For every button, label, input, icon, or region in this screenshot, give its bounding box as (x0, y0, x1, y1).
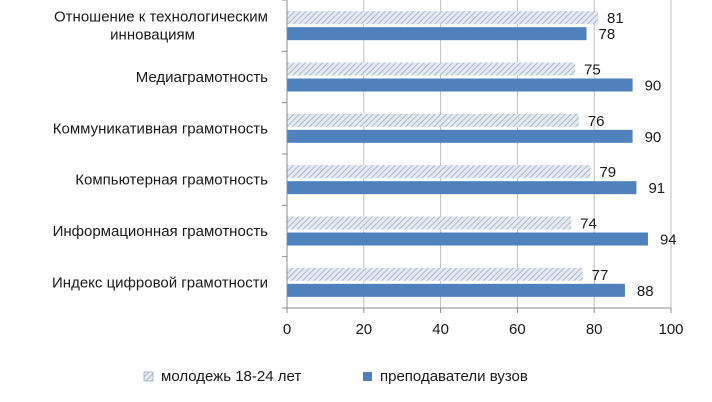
value-label-youth: 75 (584, 62, 601, 79)
bar-youth (287, 62, 575, 76)
category-label-line: Компьютерная грамотность (75, 172, 268, 189)
value-label-teachers: 88 (637, 283, 654, 300)
value-label-teachers: 78 (599, 26, 616, 43)
value-label-teachers: 94 (660, 232, 677, 249)
category-label: Медиаграмотность (136, 69, 268, 86)
bar-youth (287, 267, 583, 281)
x-tick-label: 40 (432, 321, 449, 338)
value-label-teachers: 90 (645, 78, 662, 95)
category-label-line: инновациям (110, 27, 195, 44)
category-label: Отношение к технологическим инновациям (54, 9, 268, 44)
value-label-youth: 81 (607, 10, 624, 27)
category-label-line: Индекс цифровой грамотности (52, 274, 268, 291)
bars (287, 11, 648, 297)
bar-teachers (287, 181, 637, 195)
category-label-line: Коммуникативная грамотность (53, 120, 268, 137)
bar-youth (287, 165, 591, 179)
value-label-teachers: 90 (645, 129, 662, 146)
x-tick-label: 60 (509, 321, 526, 338)
bar-teachers (287, 283, 625, 297)
value-label-teachers: 91 (648, 180, 665, 197)
value-label-youth: 74 (580, 216, 597, 233)
axes: 0 20 40 60 80 100 (282, 0, 684, 338)
x-tick-label: 100 (658, 321, 683, 338)
legend-swatch-teachers (363, 372, 372, 381)
category-label: Компьютерная грамотность (75, 172, 268, 189)
category-label: Индекс цифровой грамотности (52, 274, 268, 291)
category-labels: Отношение к технологическим инновациям Мед… (52, 9, 268, 292)
value-label-youth: 79 (599, 164, 616, 181)
bar-teachers (287, 78, 633, 92)
category-label-line: Медиаграмотность (136, 69, 268, 86)
bar-youth (287, 11, 599, 25)
legend-swatch-youth (143, 371, 154, 382)
x-tick-label: 0 (283, 321, 291, 338)
bar-teachers (287, 232, 648, 246)
value-label-youth: 77 (592, 267, 609, 284)
bar-teachers (287, 129, 633, 143)
x-tick-label: 80 (586, 321, 603, 338)
bar-youth (287, 113, 579, 127)
category-label: Коммуникативная грамотность (53, 120, 268, 137)
bar-teachers (287, 27, 587, 41)
category-label-line: Отношение к технологическим (54, 9, 268, 26)
category-label: Информационная грамотность (53, 223, 269, 240)
legend: молодежь 18-24 лет преподаватели вузов (143, 368, 528, 385)
x-tick-label: 20 (355, 321, 372, 338)
legend-label-teachers: преподаватели вузов (380, 368, 528, 385)
gridlines (363, 0, 672, 308)
value-label-youth: 76 (588, 113, 605, 130)
legend-label-youth: молодежь 18-24 лет (161, 368, 301, 385)
category-label-line: Информационная грамотность (53, 223, 269, 240)
bar-youth (287, 216, 572, 230)
